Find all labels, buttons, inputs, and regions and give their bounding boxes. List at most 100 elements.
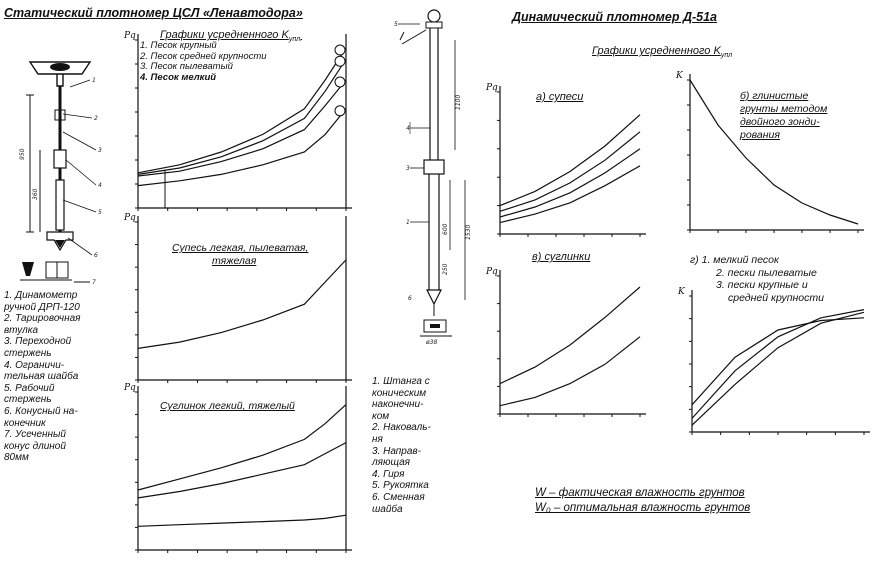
series-line-2 — [137, 58, 347, 175]
svg-text:360: 360 — [32, 188, 39, 200]
chart1-title-sub: упл. — [288, 36, 303, 44]
series-marker-4 — [334, 105, 346, 117]
part-5: 5. Рабочий — [4, 382, 55, 394]
svg-text:7: 7 — [92, 279, 96, 286]
part-4: 4. Ограничи- — [4, 359, 65, 371]
footer-line2: W₀ – оптимальная влажность грунтов — [535, 502, 751, 514]
svg-text:3: 3 — [406, 165, 410, 172]
mid-part-5: 5. Рукоятка — [372, 480, 429, 492]
series-marker-3 — [334, 76, 346, 88]
svg-text:5: 5 — [98, 209, 102, 216]
svg-text:6: 6 — [94, 252, 98, 259]
series-line-3 — [137, 514, 347, 527]
chart-g-line1: г) 1. мелкий песок — [690, 254, 779, 266]
chart-g-line4: средней крупности — [728, 291, 824, 304]
mid-part-4: 4. Гиря — [372, 468, 405, 480]
legend-item-4: 4. Песок мелкий — [140, 71, 217, 83]
svg-text:ø38: ø38 — [425, 339, 437, 346]
chart2-title-line2: тяжелая — [212, 255, 257, 267]
series-line-3 — [137, 79, 347, 177]
mid-part-6: 6. Сменная — [372, 491, 425, 503]
svg-text:1: 1 — [406, 219, 410, 226]
mid-part-3b: ляющая — [372, 457, 411, 469]
footer-line1: W – фактическая влажность грунтов — [535, 487, 745, 499]
chart1-title: Графики усредненного Kупл. — [160, 30, 302, 45]
svg-text:4: 4 — [98, 182, 102, 189]
part-4b: тельная шайба — [4, 371, 79, 383]
svg-text:250: 250 — [442, 263, 449, 275]
chart2-title: Супесь легкая, пылеватая, тяжелая — [172, 242, 308, 268]
svg-text:5: 5 — [394, 21, 398, 28]
svg-text:950: 950 — [19, 148, 26, 160]
right-graphs-title-text: Графики усредненного K — [592, 45, 721, 57]
series-line-2 — [137, 442, 347, 499]
svg-text:4: 4 — [406, 125, 410, 132]
part-1b: ручной ДРП-120 — [4, 301, 80, 313]
right-title: Динамический плотномер Д-51а — [512, 10, 718, 24]
series-line-1 — [137, 404, 347, 491]
part-3: 3. Переходной — [4, 336, 72, 348]
chart1-legend: 1. Песок крупный 2. Песок средней крупно… — [140, 40, 267, 83]
chart2-title-line1: Супесь легкая, пылеватая, — [172, 242, 309, 254]
left-title: Статический плотномер ЦСЛ «Ленавтодора» — [4, 6, 303, 20]
part-2: 2. Тарировочная — [4, 313, 81, 325]
chart-b-line1: б) глинистые — [740, 90, 809, 102]
series-line-1 — [499, 114, 641, 207]
svg-text:1100: 1100 — [455, 95, 462, 110]
svg-text:2: 2 — [94, 115, 98, 122]
y-axis-symbol: Pq — [485, 267, 498, 277]
series-line-1 — [137, 47, 347, 174]
chart-a-title: а) супеси — [536, 91, 584, 103]
series-line-1 — [137, 259, 347, 349]
series-line-2 — [499, 131, 641, 212]
chart-b-title: б) глинистые грунты методом двойного зон… — [740, 90, 827, 142]
mid-part-1: 1. Штанга с — [372, 376, 430, 387]
series-line-4 — [137, 108, 347, 187]
svg-text:600: 600 — [442, 223, 449, 235]
series-line-1 — [499, 286, 641, 385]
series-line-4 — [499, 165, 641, 224]
legend-item-3: 3. Песок пылеватый — [140, 61, 233, 72]
series-line-2 — [691, 309, 865, 419]
y-axis-symbol: K — [677, 287, 686, 297]
legend-item-1: 1. Песок крупный — [140, 40, 217, 51]
series-line-1 — [691, 311, 865, 426]
chart-v-title: в) суглинки — [532, 251, 591, 263]
part-6b: конечник — [4, 417, 46, 429]
mid-part-2b: ня — [372, 433, 383, 445]
mid-part-6b: шайба — [372, 503, 403, 515]
svg-text:6: 6 — [408, 295, 412, 302]
part-7: 7. Усеченный — [4, 429, 66, 441]
mid-part-3: 3. Направ- — [372, 445, 421, 457]
legend-item-2: 2. Песок средней крупности — [140, 50, 267, 62]
chart-b-line4: рования — [740, 129, 780, 141]
part-1: 1. Динамометр — [4, 290, 78, 301]
part-2b: втулка — [4, 324, 39, 336]
part-5b: стержень — [4, 394, 52, 406]
series-line-3 — [499, 148, 641, 218]
mid-part-1b: коническим — [372, 387, 427, 399]
chart-b-line3: двойного зонди- — [740, 116, 820, 128]
svg-text:1: 1 — [92, 77, 96, 84]
part-3b: стержень — [4, 347, 52, 359]
mid-part-1c: наконечни- — [372, 399, 424, 411]
part-7c: 80мм — [4, 452, 29, 464]
part-6: 6. Конусный на- — [4, 405, 78, 417]
left-parts-list: 1. Динамометр ручной ДРП-120 2. Тарировоч… — [4, 290, 124, 464]
y-axis-symbol: Pq — [123, 31, 136, 41]
series-marker-2 — [334, 55, 346, 67]
y-axis-symbol: Pq — [123, 213, 136, 223]
series-line-2 — [499, 336, 641, 407]
series-line-1 — [689, 79, 859, 225]
mid-parts-list: 1. Штанга с коническим наконечни-ком 2. Н… — [372, 376, 482, 515]
part-7b: конус длиной — [4, 440, 66, 452]
chart-b-line2: грунты методом — [740, 103, 828, 115]
y-axis-symbol: K — [675, 71, 684, 81]
chart3-title: Суглинок легкий, тяжелый — [160, 400, 295, 412]
chart1-title-text: Графики усредненного K — [160, 29, 289, 41]
series-line-3 — [691, 317, 865, 406]
y-axis-symbol: Pq — [485, 83, 498, 93]
